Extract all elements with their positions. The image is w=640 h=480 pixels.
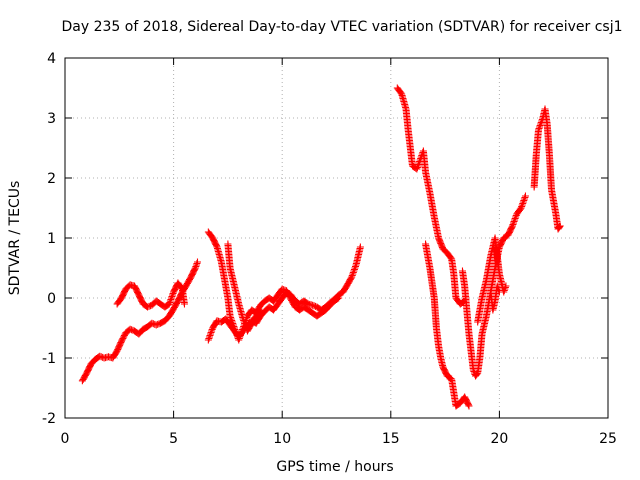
y-tick-label: 4 <box>47 51 56 67</box>
y-tick-label: -2 <box>42 411 56 427</box>
data-point <box>278 285 286 293</box>
data-point <box>495 288 503 296</box>
y-tick-label: 3 <box>47 111 56 127</box>
x-axis-label: GPS time / hours <box>276 459 393 475</box>
data-point <box>465 402 473 410</box>
data-point <box>502 282 510 290</box>
data-point <box>256 307 264 315</box>
data-point <box>145 302 153 310</box>
y-tick-label: 0 <box>47 291 56 307</box>
data-series <box>78 84 564 410</box>
data-point <box>280 286 288 294</box>
x-tick-label: 20 <box>490 431 508 447</box>
data-point <box>180 300 188 308</box>
data-point <box>256 306 264 314</box>
data-point <box>310 302 318 310</box>
grid <box>65 58 608 418</box>
chart-title: Day 235 of 2018, Sidereal Day-to-day VTE… <box>61 19 622 35</box>
x-tick-label: 0 <box>61 431 70 447</box>
data-point <box>154 320 162 328</box>
data-point <box>193 258 201 266</box>
data-point <box>334 295 342 303</box>
data-point <box>335 294 343 302</box>
data-point <box>96 352 104 360</box>
data-point <box>356 243 364 251</box>
data-point <box>144 303 152 311</box>
data-point <box>152 321 160 329</box>
data-point <box>464 401 472 409</box>
data-point <box>128 326 136 334</box>
y-tick-label: -1 <box>42 351 56 367</box>
axes: 0 5 10 15 20 25 -2 -1 0 1 2 3 4 <box>42 51 617 447</box>
x-tick-label: 10 <box>273 431 291 447</box>
y-tick-label: 1 <box>47 231 56 247</box>
x-tick-label: 15 <box>382 431 400 447</box>
data-point <box>556 222 564 230</box>
y-axis-label: SDTVAR / TECUs <box>7 181 23 296</box>
plot-frame <box>64 57 609 419</box>
data-point <box>148 319 156 327</box>
x-tick-label: 5 <box>169 431 178 447</box>
x-tick-label: 25 <box>599 431 617 447</box>
data-point <box>521 192 529 200</box>
y-tick-label: 2 <box>47 171 56 187</box>
data-point <box>555 223 563 231</box>
data-point <box>309 301 317 309</box>
data-point <box>126 325 134 333</box>
